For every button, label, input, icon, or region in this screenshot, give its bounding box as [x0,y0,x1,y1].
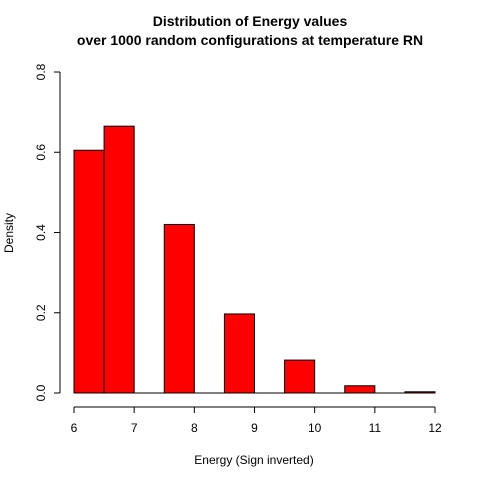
y-tick-label: 0.4 [34,224,48,241]
bars-group [73,125,436,394]
x-tick-label: 10 [308,421,322,435]
x-tick-label: 12 [428,421,442,435]
histogram-bar [223,313,256,394]
x-tick-label: 11 [369,421,382,435]
chart-title-line-2: over 1000 random configurations at tempe… [77,32,423,48]
x-tick-label: 6 [71,421,78,435]
histogram-bar [344,385,376,394]
y-tick-label: 0.8 [34,63,48,80]
y-tick-label: 0.0 [34,384,48,401]
x-tick-label: 8 [191,421,198,435]
histogram-bar [163,223,195,394]
histogram-bar [404,391,436,394]
histogram-bar [73,149,105,394]
y-tick-label: 0.6 [34,144,48,161]
x-tick-label: 9 [251,421,258,435]
x-axis-label: Energy (Sign inverted) [194,453,313,467]
histogram-bar [103,125,135,394]
x-axis: 6 7 8 9 10 11 12 [71,406,442,435]
y-tick-label: 0.2 [34,304,48,321]
chart-title-line-1: Distribution of Energy values [153,13,348,29]
y-axis: 0.0 0.2 0.4 0.6 0.8 [34,63,61,401]
y-axis-label: Density [2,213,16,253]
histogram-bar [284,359,316,394]
x-tick-label: 7 [131,421,138,435]
